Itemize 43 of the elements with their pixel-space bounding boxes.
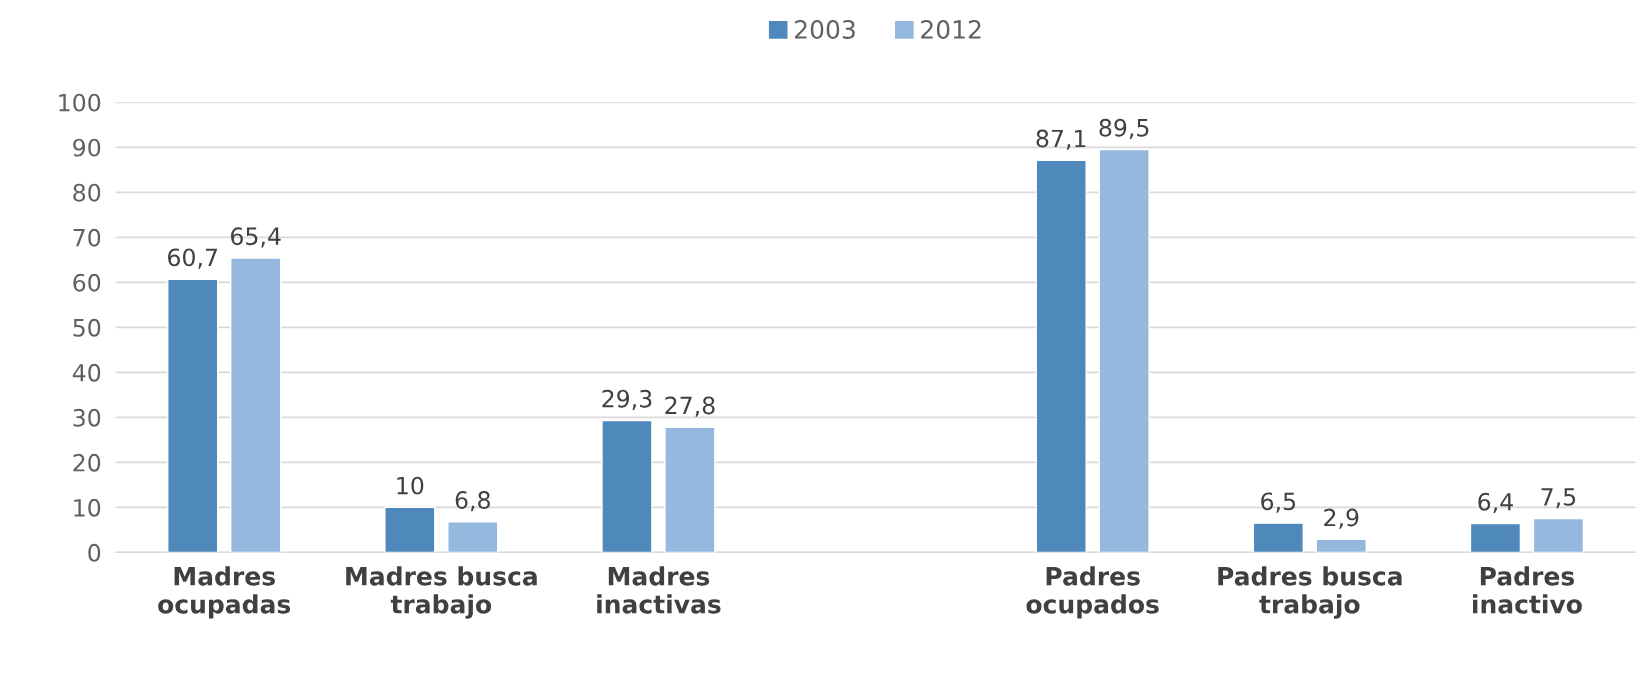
data-label: 89,5	[1099, 118, 1149, 140]
bar	[384, 506, 436, 553]
y-tick-label: 50	[73, 318, 101, 337]
data-label: 87,1	[1036, 129, 1086, 150]
legend-label: 2012	[921, 20, 981, 39]
bar	[1532, 517, 1585, 553]
y-tick-label: 80	[73, 183, 101, 202]
y-tick-label: 0	[88, 543, 101, 562]
bar	[1098, 148, 1150, 553]
y-tick-label: 70	[73, 228, 101, 247]
bar	[230, 257, 282, 553]
data-label: 29,3	[602, 389, 652, 411]
y-tick-label: 40	[72, 363, 101, 382]
x-tick-label: Madres inactivas	[597, 566, 721, 614]
bar	[664, 426, 716, 553]
bar	[1035, 159, 1087, 553]
data-label: 60,7	[168, 248, 217, 269]
legend-label: 2003	[795, 20, 855, 39]
data-label: 27,8	[665, 396, 715, 417]
data-label: 10	[397, 476, 424, 495]
bar	[447, 521, 499, 553]
x-tick-label: Padres busca trabajo	[1218, 566, 1402, 619]
bar	[1469, 522, 1522, 553]
y-tick-label: 90	[73, 138, 101, 157]
bar	[167, 278, 219, 553]
y-tick-label: 30	[73, 408, 101, 427]
data-label: 6,8	[455, 491, 490, 512]
bar	[601, 419, 653, 553]
bar	[1315, 538, 1367, 553]
y-tick-label: 100	[59, 93, 101, 112]
y-tick-label: 20	[73, 453, 101, 472]
data-label: 6,5	[1261, 492, 1296, 513]
x-tick-label: Padres inactivo	[1473, 566, 1582, 614]
data-label: 7,5	[1541, 488, 1576, 509]
data-label: 65,4	[231, 227, 281, 248]
data-label: 6,4	[1478, 492, 1513, 514]
x-tick-label: Madres busca trabajo	[346, 566, 537, 619]
x-tick-label: Madres ocupadas	[158, 566, 291, 619]
y-tick-label: 10	[74, 498, 101, 517]
y-tick-label: 60	[73, 273, 101, 292]
bar	[1252, 522, 1304, 553]
data-label: 2,9	[1324, 508, 1359, 529]
x-tick-label: Padres ocupados	[1026, 566, 1159, 619]
